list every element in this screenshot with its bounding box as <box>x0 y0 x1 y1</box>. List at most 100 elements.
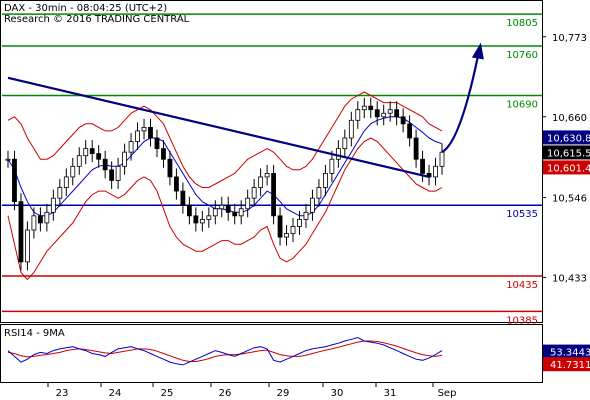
rsi-value-box <box>543 357 590 372</box>
candle-body <box>342 137 348 150</box>
candle-body <box>57 187 63 199</box>
candle-body <box>148 126 153 139</box>
candle-body <box>420 158 425 174</box>
candle-body <box>303 211 309 220</box>
candle-body <box>193 215 199 224</box>
candle-body <box>5 158 11 161</box>
candle-body <box>135 130 140 142</box>
candle-body <box>394 109 400 118</box>
rsi-panel-frame <box>0 324 543 383</box>
candle-body <box>18 201 24 263</box>
candle-body <box>141 126 147 132</box>
candle-body <box>310 197 315 213</box>
bollinger-lower-line <box>7 137 443 281</box>
candle-body <box>355 109 361 121</box>
candle-body <box>225 204 231 213</box>
rsi-value-label: 53.3443 <box>550 348 590 359</box>
price-label-box <box>543 160 590 175</box>
x-axis-ticks: 23 24 25 26 29 30 31 Sep <box>47 382 457 399</box>
rsi-value-box <box>543 344 590 359</box>
price-labels: 10,630.8 10,615.5 10,601.4 <box>543 130 590 175</box>
candle-body <box>335 148 341 160</box>
candle-body <box>31 215 37 231</box>
candle-body <box>238 208 244 217</box>
candle-body <box>70 165 76 178</box>
candle-body <box>290 226 296 234</box>
candle-body <box>407 123 413 139</box>
candle-body <box>264 172 270 178</box>
y-tick-label: 10,433 <box>552 273 587 284</box>
y-tick-label: 10,660 <box>552 113 587 124</box>
x-tick-label: 26 <box>219 388 232 399</box>
level-label-10385: 10385 <box>506 315 538 326</box>
moving-average-line <box>7 116 443 217</box>
candle-body <box>323 172 328 188</box>
rsi-line <box>7 336 443 366</box>
candle-body <box>271 172 276 217</box>
bollinger-upper-line <box>7 91 443 188</box>
projection-arrow-line <box>441 56 479 154</box>
level-label-10690: 10690 <box>506 100 538 111</box>
candle-body <box>12 158 17 203</box>
candle-body <box>199 218 205 224</box>
candle-body <box>96 153 102 160</box>
candle-body <box>167 158 173 178</box>
chart-header-line2: Research © 2016 TRADING CENTRAL <box>4 14 190 25</box>
candle-body <box>329 158 335 174</box>
price-label: 10,630.8 <box>547 133 590 144</box>
trendline <box>7 76 430 178</box>
candle-body <box>83 148 89 157</box>
candle-body <box>212 208 218 217</box>
candle-body <box>44 211 50 224</box>
candle-body <box>109 169 115 181</box>
candle-body <box>76 155 82 167</box>
candle-body <box>251 187 257 199</box>
rsi-label: RSI14 - 9MA <box>4 328 65 339</box>
candle-body <box>439 151 445 167</box>
candle-body <box>368 105 374 111</box>
candle-body <box>128 141 134 153</box>
x-tick-label: 24 <box>109 388 122 399</box>
candle-body <box>284 233 289 238</box>
price-series-group <box>5 42 484 281</box>
y-tick-label: 10,546 <box>552 193 587 204</box>
candle-body <box>25 229 30 263</box>
level-label-10760: 10760 <box>506 50 538 61</box>
rsi-value-label: 41.7311 <box>550 360 590 371</box>
price-label: 10,615.5 <box>547 148 590 159</box>
x-tick-label: 30 <box>331 388 344 399</box>
projection-arrow-head <box>471 42 484 60</box>
candle-body <box>433 165 438 178</box>
y-tick-label: 10,773 <box>552 33 587 44</box>
candle-body <box>400 116 406 125</box>
x-tick-label: Sep <box>438 388 457 399</box>
candle-body <box>63 176 69 188</box>
chart-header-line1: DAX - 30min - 08:04:25 (UTC+2) <box>4 3 167 14</box>
candle-body <box>115 165 121 181</box>
x-tick-label: 29 <box>277 388 290 399</box>
candle-body <box>154 137 160 150</box>
candle-body <box>174 176 179 192</box>
candle-body <box>374 109 380 118</box>
x-tick-label: 25 <box>161 388 174 399</box>
candle-body <box>258 176 264 188</box>
candle-body <box>37 215 43 224</box>
candle-body <box>161 148 166 160</box>
candle-body <box>277 215 283 238</box>
candle-body <box>219 204 225 210</box>
x-tick-label: 23 <box>56 388 69 399</box>
y-axis-ticks: 10,773 10,660 10,546 10,433 <box>542 33 587 284</box>
level-label-10805: 10805 <box>506 18 538 29</box>
candle-body <box>206 215 212 220</box>
price-label-box <box>543 130 590 145</box>
main-panel-frame <box>0 0 543 323</box>
level-label-10535: 10535 <box>506 209 538 220</box>
candle-body <box>50 197 56 213</box>
candle-body <box>361 105 367 111</box>
candle-body <box>348 119 354 139</box>
candle-body <box>297 218 302 227</box>
candle-body <box>413 137 419 160</box>
candle-body <box>180 190 186 206</box>
